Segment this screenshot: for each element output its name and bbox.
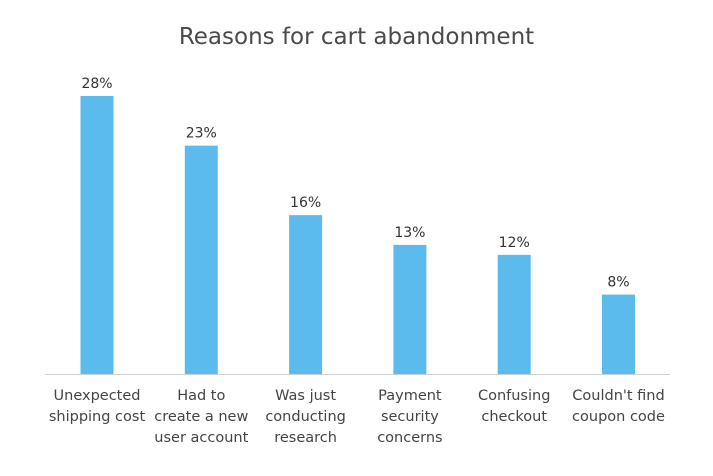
x-tick-label-line: shipping cost (48, 409, 146, 425)
x-tick-label: Payment security concerns (355, 386, 465, 449)
x-tick-label-line: Couldn't find (572, 388, 665, 404)
data-label: 13% (394, 225, 425, 241)
x-tick-label-line: create a new (154, 409, 249, 425)
bar (602, 294, 635, 374)
x-tick-label-line: Was just (275, 388, 337, 404)
x-tick-label-line: Had to (177, 388, 226, 404)
x-tick-label-line: conducting (265, 409, 346, 425)
x-tick-label-line: coupon code (572, 409, 665, 425)
x-tick-label-line: research (274, 430, 337, 446)
bar (497, 254, 531, 374)
data-label: 28% (81, 76, 112, 92)
bar (289, 215, 323, 374)
x-tick-label-line: Confusing (477, 388, 551, 404)
x-tick-label-line: user account (154, 430, 249, 446)
x-tick-label-line: checkout (481, 409, 548, 425)
x-tick-label: Was just conducting research (251, 386, 361, 449)
x-tick-label-line: Payment (378, 388, 442, 404)
x-tick-label: Unexpected shipping cost (42, 386, 152, 428)
x-tick-label: Had to create a new user account (146, 386, 256, 449)
bar (184, 145, 218, 374)
bar (393, 244, 427, 374)
data-label: 8% (607, 275, 629, 291)
bar (80, 96, 114, 374)
x-tick-label: Couldn't find coupon code (564, 386, 674, 428)
data-label: 23% (186, 126, 217, 142)
x-tick-label-line: security (380, 409, 439, 425)
data-label: 12% (499, 235, 530, 251)
x-tick-label-line: concerns (377, 430, 443, 446)
x-tick-label-line: Unexpected (53, 388, 141, 404)
chart-title: Reasons for cart abandonment (178, 24, 535, 50)
data-label: 16% (290, 195, 321, 211)
x-tick-label: Confusing checkout (459, 386, 569, 428)
